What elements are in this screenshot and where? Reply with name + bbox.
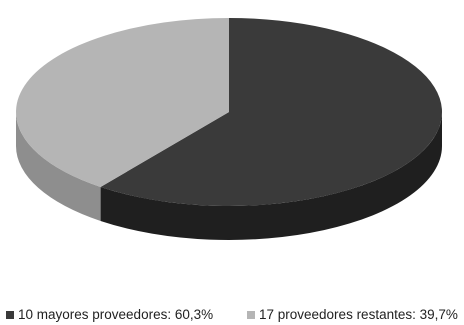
legend-swatch-10-mayores bbox=[6, 311, 14, 319]
legend-label-10-mayores: 10 mayores proveedores: 60,3% bbox=[18, 307, 213, 322]
slice-0-top bbox=[100, 18, 443, 206]
pie-depth bbox=[16, 112, 442, 240]
legend-swatch-17-restantes bbox=[247, 311, 255, 319]
legend: 10 mayores proveedores: 60,3% 17 proveed… bbox=[6, 307, 458, 322]
slice-0-side bbox=[100, 112, 442, 240]
legend-label-17-restantes: 17 proveedores restantes: 39,7% bbox=[259, 307, 458, 322]
slice-1-side bbox=[16, 112, 101, 221]
slice-1-top bbox=[16, 18, 230, 187]
pie-top-faces bbox=[16, 18, 443, 206]
